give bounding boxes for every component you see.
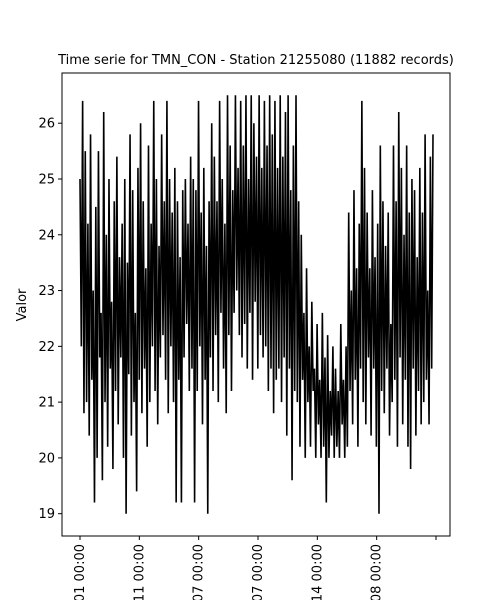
y-tick-label-4: 23	[38, 284, 55, 299]
y-tick-label-6: 25	[38, 172, 55, 187]
y-tick-label-1: 20	[38, 451, 55, 466]
series-layer	[79, 95, 434, 514]
x-tick-label-5: 08 00:00	[370, 544, 385, 600]
x-tick-label-2: 07 00:00	[192, 544, 207, 600]
y-tick-label-5: 24	[38, 228, 55, 243]
y-tick-label-7: 26	[38, 117, 55, 132]
x-tick-label-1: 11 00:00	[132, 544, 147, 600]
plot-frame	[61, 72, 451, 537]
y-tick-label-2: 21	[38, 396, 55, 411]
y-tick-label-0: 19	[38, 507, 55, 522]
x-tick-label-0: 01 00:00	[73, 544, 88, 600]
x-tick-label-3: 07 00:00	[251, 544, 266, 600]
x-tick-label-4: 14 00:00	[310, 544, 325, 600]
y-tick-label-3: 22	[38, 340, 55, 355]
series-line-0	[79, 95, 434, 514]
chart-title: Time serie for TMN_CON - Station 2125508…	[57, 53, 454, 68]
y-axis-label: Valor	[15, 288, 30, 321]
axes-layer: 19 20 21 22 23 24 25 26 01 00:00 11 00:00 07 00:00…	[38, 72, 451, 600]
